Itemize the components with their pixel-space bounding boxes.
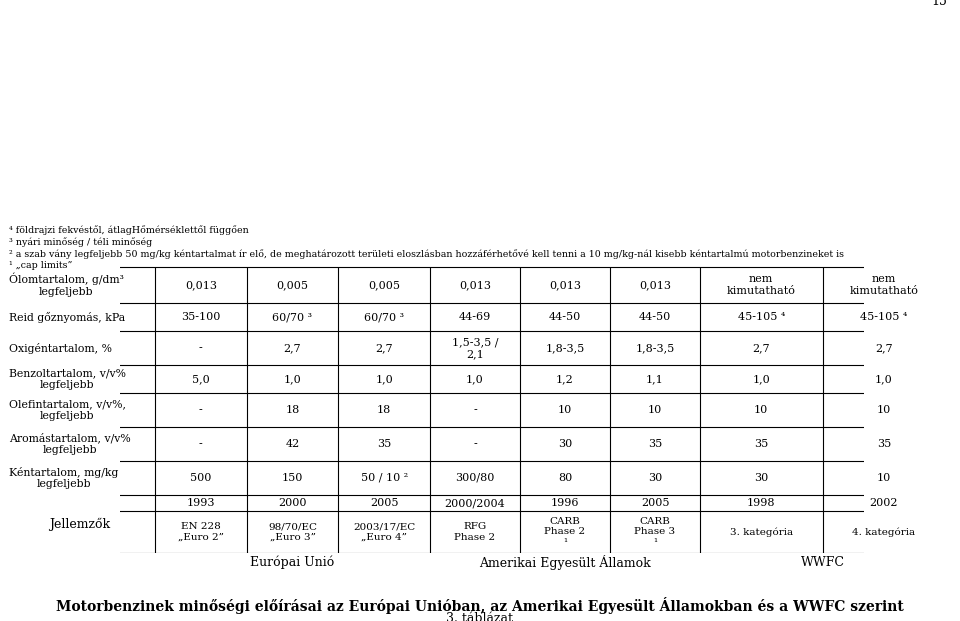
Text: RFG
Phase 2: RFG Phase 2 [454,522,495,542]
Text: nem
kimutatható: nem kimutatható [850,274,918,296]
Text: 2000/2004: 2000/2004 [444,498,505,508]
Text: 1993: 1993 [186,498,215,508]
Text: Jellemzők: Jellemzők [49,517,110,530]
Text: 35: 35 [377,439,392,449]
Text: 60/70 ³: 60/70 ³ [364,312,404,322]
Text: 45-105 ⁴: 45-105 ⁴ [737,312,785,322]
Text: ⁴ földrajzi fekvéstől, átlagHőmérséklettől függően: ⁴ földrajzi fekvéstől, átlagHőmérséklett… [9,225,249,235]
Text: 500: 500 [190,473,211,483]
Text: 30: 30 [558,439,572,449]
Text: 0,005: 0,005 [369,280,400,290]
Text: Ólomtartalom, g/dm³
legfeljebb: Ólomtartalom, g/dm³ legfeljebb [9,273,124,297]
Text: 3. táblázat: 3. táblázat [446,612,514,621]
Text: 1998: 1998 [747,498,776,508]
Text: CARB
Phase 3
¹: CARB Phase 3 ¹ [635,517,676,547]
Text: 150: 150 [282,473,303,483]
Text: WWFC: WWFC [801,556,845,568]
Text: 44-69: 44-69 [459,312,492,322]
Text: 3. kategória: 3. kategória [730,527,793,537]
Text: Olefintartalom, v/v%,
legfeljebb: Olefintartalom, v/v%, legfeljebb [9,399,126,421]
Text: 45-105 ⁴: 45-105 ⁴ [860,312,907,322]
Text: 2000: 2000 [278,498,307,508]
Text: 44-50: 44-50 [549,312,581,322]
Text: 1,8-3,5: 1,8-3,5 [545,343,585,353]
Text: -: - [473,439,477,449]
Text: 2005: 2005 [370,498,398,508]
Text: Európai Unió: Európai Unió [251,555,335,569]
Text: 4. kategória: 4. kategória [852,527,915,537]
Text: 35: 35 [648,439,662,449]
Text: 0,013: 0,013 [185,280,217,290]
Text: 98/70/EC
„Euro 3”: 98/70/EC „Euro 3” [268,522,317,542]
Text: Amerikai Egyesült Államok: Amerikai Egyesült Államok [479,555,651,569]
Text: 1,0: 1,0 [375,374,393,384]
Text: Benzoltartalom, v/v%
legfeljebb: Benzoltartalom, v/v% legfeljebb [9,368,126,390]
Text: nem
kimutatható: nem kimutatható [727,274,796,296]
Text: Aromástartalom, v/v%
legfeljebb: Aromástartalom, v/v% legfeljebb [9,433,131,455]
Text: 10: 10 [648,405,662,415]
Text: 2003/17/EC
„Euro 4”: 2003/17/EC „Euro 4” [353,522,416,542]
Text: -: - [199,439,203,449]
Text: 1,1: 1,1 [646,374,664,384]
Text: 42: 42 [285,439,300,449]
Text: 0,013: 0,013 [549,280,581,290]
Text: 2,7: 2,7 [375,343,393,353]
Text: CARB
Phase 2
¹: CARB Phase 2 ¹ [544,517,586,547]
Text: 2005: 2005 [640,498,669,508]
Text: 2,7: 2,7 [284,343,301,353]
Text: -: - [473,405,477,415]
Text: 35: 35 [876,439,891,449]
Text: 35-100: 35-100 [181,312,221,322]
Text: 2,7: 2,7 [753,343,770,353]
Text: ¹ „cap limits”: ¹ „cap limits” [9,261,72,270]
Text: 1,0: 1,0 [283,374,301,384]
Text: 15: 15 [931,0,947,8]
Text: -: - [199,343,203,353]
Text: Motorbenzinek minőségi előírásai az Európai Unióban, az Amerikai Egyesült Államo: Motorbenzinek minőségi előírásai az Euró… [56,597,904,614]
Text: Reid gőznyomás, kPa: Reid gőznyomás, kPa [9,312,125,322]
Text: 30: 30 [648,473,662,483]
Text: -: - [199,405,203,415]
Text: 30: 30 [755,473,768,483]
Text: 60/70 ³: 60/70 ³ [273,312,313,322]
Text: 18: 18 [285,405,300,415]
Text: 1,5-3,5 /
2,1: 1,5-3,5 / 2,1 [452,337,498,359]
Text: 1,8-3,5: 1,8-3,5 [636,343,675,353]
Text: 1,0: 1,0 [467,374,484,384]
Text: 18: 18 [377,405,392,415]
Text: ² a szab vány legfeljebb 50 mg/kg kéntartalmat ír elő, de meghatározott területi: ² a szab vány legfeljebb 50 mg/kg kéntar… [9,249,844,259]
Text: 1,2: 1,2 [556,374,574,384]
Text: 0,013: 0,013 [639,280,671,290]
Text: 10: 10 [876,473,891,483]
Text: Kéntartalom, mg/kg
legfeljebb: Kéntartalom, mg/kg legfeljebb [9,467,118,489]
Text: Oxigéntartalom, %: Oxigéntartalom, % [9,343,112,353]
Text: 1,0: 1,0 [875,374,893,384]
Text: 1,0: 1,0 [753,374,770,384]
Text: 80: 80 [558,473,572,483]
Text: 0,013: 0,013 [459,280,491,290]
Text: 1996: 1996 [551,498,579,508]
Text: 2002: 2002 [870,498,898,508]
Text: ³ nyári minőség / téli minőség: ³ nyári minőség / téli minőség [9,237,153,247]
Text: 44-50: 44-50 [638,312,671,322]
Text: 10: 10 [755,405,768,415]
Text: 10: 10 [876,405,891,415]
Text: 300/80: 300/80 [455,473,494,483]
Text: EN 228
„Euro 2”: EN 228 „Euro 2” [178,522,224,542]
Text: 50 / 10 ²: 50 / 10 ² [361,473,408,483]
Text: 0,005: 0,005 [276,280,308,290]
Text: 35: 35 [755,439,768,449]
Text: 5,0: 5,0 [192,374,209,384]
Text: 2,7: 2,7 [875,343,893,353]
Text: 10: 10 [558,405,572,415]
